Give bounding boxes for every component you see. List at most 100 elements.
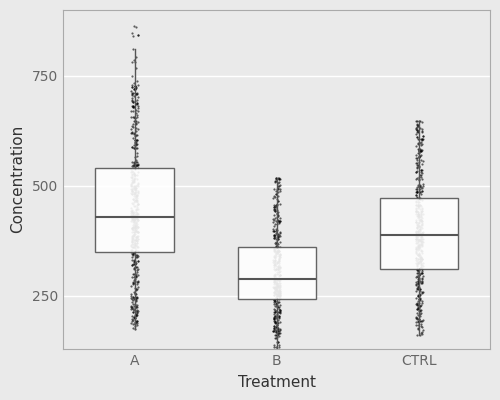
- Point: [129, 103, 137, 110]
- Point: [412, 219, 420, 225]
- Point: [130, 277, 138, 284]
- Point: [273, 288, 281, 294]
- Point: [412, 219, 420, 225]
- Point: [412, 217, 420, 224]
- Point: [412, 160, 420, 166]
- Point: [415, 237, 423, 244]
- Point: [130, 212, 138, 218]
- Point: [417, 168, 425, 175]
- Point: [131, 321, 139, 328]
- Point: [133, 227, 141, 234]
- Point: [132, 206, 140, 213]
- Point: [412, 189, 420, 195]
- Point: [129, 294, 137, 300]
- Point: [414, 236, 422, 243]
- Point: [412, 228, 420, 234]
- Point: [132, 198, 140, 205]
- Point: [416, 142, 424, 148]
- Point: [130, 224, 138, 231]
- Point: [130, 261, 138, 267]
- Point: [417, 322, 425, 329]
- Point: [276, 313, 283, 319]
- Point: [130, 242, 138, 248]
- Point: [128, 225, 136, 231]
- Point: [416, 254, 424, 261]
- Point: [129, 224, 137, 230]
- Point: [272, 284, 280, 290]
- Point: [412, 279, 420, 285]
- Point: [412, 236, 420, 242]
- Point: [418, 247, 426, 253]
- Point: [130, 316, 138, 323]
- Point: [128, 319, 136, 326]
- Point: [132, 274, 140, 280]
- Point: [129, 103, 137, 110]
- Point: [418, 136, 426, 143]
- Point: [270, 315, 278, 322]
- Point: [270, 326, 278, 332]
- Point: [134, 32, 141, 38]
- Point: [132, 185, 140, 192]
- Point: [272, 249, 280, 256]
- Point: [412, 260, 420, 267]
- Point: [134, 216, 142, 223]
- Point: [132, 238, 140, 244]
- Point: [414, 236, 422, 242]
- Point: [132, 137, 140, 143]
- Point: [132, 234, 140, 240]
- Point: [130, 192, 138, 199]
- Point: [418, 218, 426, 225]
- Point: [276, 265, 284, 271]
- Point: [276, 232, 284, 239]
- Point: [133, 176, 141, 182]
- Point: [132, 101, 140, 108]
- Point: [418, 269, 426, 276]
- Point: [412, 169, 420, 175]
- Point: [274, 331, 282, 337]
- Point: [414, 122, 422, 129]
- Point: [414, 260, 422, 266]
- Point: [417, 254, 425, 260]
- Point: [130, 176, 138, 182]
- Point: [416, 256, 424, 262]
- Point: [271, 298, 279, 304]
- Point: [131, 98, 139, 104]
- Point: [274, 299, 282, 306]
- Point: [273, 271, 281, 278]
- Point: [270, 272, 278, 279]
- Point: [414, 228, 422, 234]
- Point: [134, 278, 142, 284]
- Point: [133, 215, 141, 221]
- Point: [412, 266, 420, 272]
- Point: [133, 206, 141, 212]
- Point: [413, 224, 421, 230]
- Point: [418, 208, 426, 215]
- Point: [132, 237, 140, 243]
- Point: [412, 300, 420, 306]
- Point: [131, 305, 139, 312]
- Point: [130, 199, 138, 206]
- Point: [272, 307, 280, 313]
- Point: [414, 286, 422, 292]
- Point: [134, 236, 141, 242]
- Point: [414, 146, 422, 152]
- Point: [130, 178, 138, 185]
- Point: [414, 292, 422, 298]
- Point: [275, 174, 283, 181]
- Point: [131, 285, 139, 291]
- Point: [274, 212, 282, 219]
- Point: [132, 193, 140, 199]
- Point: [271, 206, 279, 212]
- Point: [412, 229, 420, 235]
- Point: [412, 199, 420, 205]
- Point: [414, 242, 422, 249]
- Point: [130, 82, 138, 89]
- Point: [274, 263, 281, 269]
- Point: [414, 276, 422, 282]
- Point: [134, 244, 141, 250]
- Point: [274, 248, 282, 255]
- Point: [418, 299, 426, 306]
- Point: [128, 30, 136, 36]
- Point: [132, 59, 140, 65]
- Point: [272, 190, 280, 197]
